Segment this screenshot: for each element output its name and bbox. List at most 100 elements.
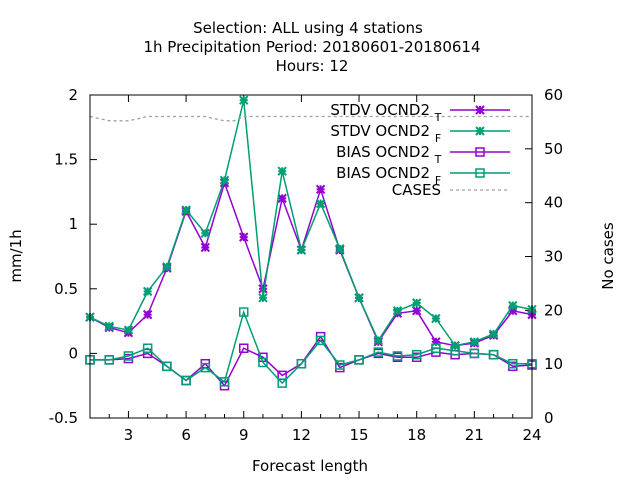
y2-tick-label: 30 xyxy=(544,248,563,266)
y-tick-label: 0.5 xyxy=(54,280,78,298)
data-point xyxy=(354,355,364,365)
y-tick-label: 1.5 xyxy=(54,151,78,169)
legend-label: BIAS OCND2 xyxy=(336,143,430,161)
data-point xyxy=(219,175,230,185)
data-point xyxy=(488,349,499,360)
legend-entry: BIAS OCND2 T xyxy=(336,143,510,166)
legend-marker xyxy=(475,147,485,157)
data-point xyxy=(411,298,422,308)
data-point xyxy=(354,293,364,303)
data-point xyxy=(488,329,499,339)
data-point xyxy=(142,286,153,297)
y-tick-label: 0 xyxy=(68,344,78,362)
data-point xyxy=(123,325,134,335)
y-tick-label: -0.5 xyxy=(49,409,78,427)
data-point xyxy=(162,361,172,372)
data-point xyxy=(181,375,191,386)
data-point xyxy=(200,228,211,238)
data-point xyxy=(431,313,441,324)
data-point xyxy=(277,193,287,204)
data-point xyxy=(238,307,249,317)
x-tick-label: 21 xyxy=(465,426,484,444)
plot-frame xyxy=(89,94,533,419)
legend-marker xyxy=(475,126,485,136)
legend-subscript: T xyxy=(434,153,442,166)
data-point xyxy=(411,349,422,360)
data-point xyxy=(239,95,249,105)
legend-label: CASES xyxy=(392,181,441,199)
data-point xyxy=(258,357,268,368)
series-layer xyxy=(85,95,537,391)
data-point xyxy=(123,351,134,361)
series-3 xyxy=(85,307,537,388)
y2-tick-label: 60 xyxy=(544,86,563,104)
data-point xyxy=(335,244,345,254)
data-point xyxy=(315,198,326,209)
legend-label: STDV OCND2 xyxy=(330,122,430,140)
series-line xyxy=(89,180,533,347)
data-point xyxy=(277,166,287,176)
x-tick-label: 3 xyxy=(124,426,134,444)
series-0 xyxy=(85,178,537,351)
data-point xyxy=(373,335,383,346)
data-point xyxy=(104,355,114,365)
data-point xyxy=(315,184,326,195)
data-point xyxy=(469,337,480,347)
data-point xyxy=(469,348,480,359)
data-point xyxy=(277,378,287,388)
y2-tick-label: 20 xyxy=(544,301,563,319)
data-point xyxy=(392,306,403,316)
x-tick-label: 9 xyxy=(239,426,249,444)
series-2 xyxy=(85,331,537,391)
data-point xyxy=(258,293,268,303)
legend-entry: STDV OCND2 T xyxy=(330,101,510,124)
x-tick-label: 24 xyxy=(522,426,541,444)
legend-subscript: T xyxy=(434,111,442,124)
x-tick-label: 12 xyxy=(292,426,311,444)
data-point xyxy=(508,358,518,369)
chart-title: Selection: ALL using 4 stations 1h Preci… xyxy=(143,19,480,75)
series-line xyxy=(90,309,532,385)
data-point xyxy=(142,309,153,320)
title-line-3: Hours: 12 xyxy=(276,57,349,75)
data-point xyxy=(200,362,211,373)
title-line-1: Selection: ALL using 4 stations xyxy=(193,19,423,37)
data-point xyxy=(508,300,518,311)
legend-entry: STDV OCND2 F xyxy=(330,122,510,145)
data-point xyxy=(296,245,307,255)
data-point xyxy=(431,343,441,353)
data-point xyxy=(450,340,460,351)
series-line xyxy=(89,115,532,122)
y2-tick-label: 40 xyxy=(544,194,563,212)
x-tick-label: 15 xyxy=(349,426,368,444)
y2-tick-label: 10 xyxy=(544,355,563,373)
legend-marker xyxy=(475,168,485,178)
data-point xyxy=(258,284,268,294)
data-point xyxy=(450,346,460,356)
data-point xyxy=(335,360,345,370)
series-line xyxy=(89,100,533,347)
y-axis-label: mm/1h xyxy=(7,229,25,282)
title-line-2: 1h Precipitation Period: 20180601-201806… xyxy=(143,38,480,56)
series-4 xyxy=(89,115,532,122)
data-point xyxy=(162,262,172,272)
x-tick-label: 6 xyxy=(181,426,191,444)
data-point xyxy=(181,205,191,215)
data-point xyxy=(142,343,153,353)
legend-label: STDV OCND2 xyxy=(330,101,430,119)
data-point xyxy=(392,351,403,361)
legend-label: BIAS OCND2 xyxy=(336,164,430,182)
legend-subscript: F xyxy=(435,132,441,145)
y2-tick-label: 50 xyxy=(544,140,563,158)
y2-axis-label: No cases xyxy=(599,222,617,290)
y-tick-label: 2 xyxy=(68,86,78,104)
data-point xyxy=(296,358,307,369)
legend-marker xyxy=(475,105,485,115)
data-point xyxy=(104,321,114,331)
series-1 xyxy=(85,95,537,351)
legend-entry: CASES xyxy=(392,181,510,199)
y2-tick-label: 0 xyxy=(544,409,554,427)
